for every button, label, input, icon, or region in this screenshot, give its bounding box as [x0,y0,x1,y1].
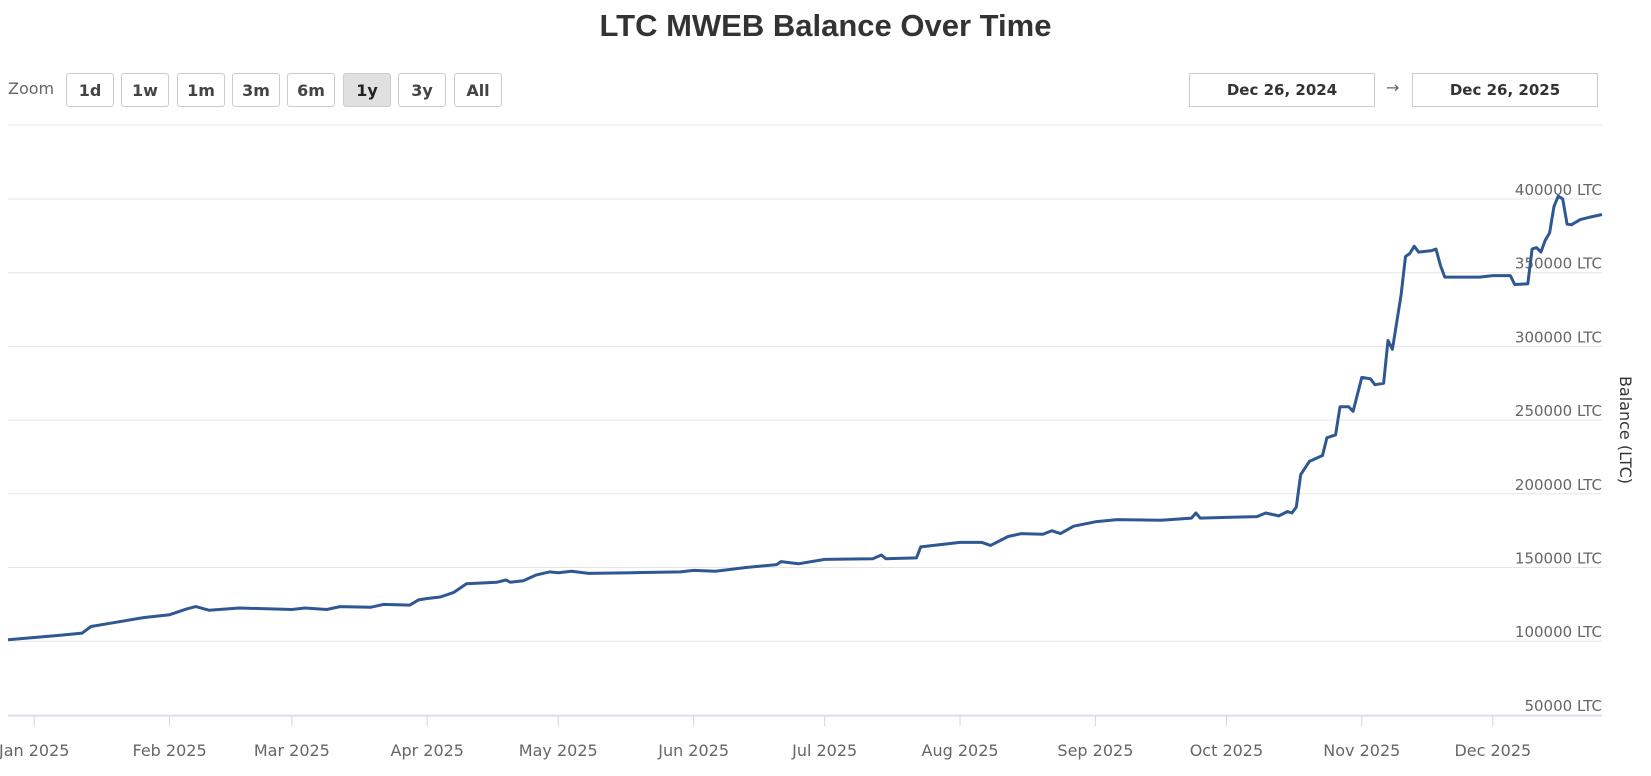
y-tick-label: 400000 LTC [1515,181,1602,199]
y-tick-label: 150000 LTC [1515,550,1602,568]
date-to-input[interactable]: Dec 26, 2025 [1412,73,1598,107]
x-tick-label: Mar 2025 [254,741,330,760]
date-range-arrow: → [1386,78,1400,97]
x-tick-label: Dec 2025 [1454,741,1531,760]
x-tick-label: May 2025 [519,741,598,760]
x-tick-label: Jan 2025 [0,741,69,760]
y-tick-label: 300000 LTC [1515,328,1602,346]
x-tick-label: Sep 2025 [1057,741,1133,760]
date-from-input[interactable]: Dec 26, 2024 [1189,73,1375,107]
zoom-1m-button[interactable]: 1m [177,73,225,107]
y-tick-label: 100000 LTC [1515,623,1602,641]
y-tick-label: 250000 LTC [1515,402,1602,420]
chart-title: LTC MWEB Balance Over Time [599,8,1052,43]
x-tick-label: Feb 2025 [133,741,207,760]
balance-series-line [7,194,1603,642]
zoom-3y-button[interactable]: 3y [398,73,446,107]
x-tick-label: Nov 2025 [1323,741,1400,760]
zoom-label: Zoom [8,79,55,98]
y-tick-label: 200000 LTC [1515,476,1602,494]
zoom-6m-button[interactable]: 6m [287,73,335,107]
x-tick-label: Oct 2025 [1190,741,1263,760]
x-tick-label: Aug 2025 [922,741,999,760]
zoom-3m-button[interactable]: 3m [232,73,280,107]
y-tick-label: 350000 LTC [1515,255,1602,273]
y-axis-title: Balance (LTC) [1616,376,1635,484]
zoom-1w-button[interactable]: 1w [121,73,169,107]
y-tick-label: 50000 LTC [1524,697,1602,715]
zoom-all-button[interactable]: All [454,73,502,107]
zoom-1y-button[interactable]: 1y [343,73,391,107]
x-tick-label: Jul 2025 [791,741,857,760]
x-tick-label: Jun 2025 [657,741,729,760]
x-tick-label: Apr 2025 [391,741,464,760]
zoom-1d-button[interactable]: 1d [66,73,114,107]
